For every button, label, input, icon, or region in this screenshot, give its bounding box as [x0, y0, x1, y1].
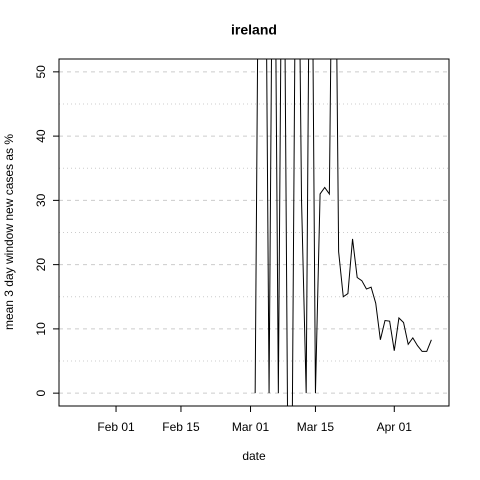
x-tick-label: Mar 15 — [297, 420, 335, 434]
y-axis-label: mean 3 day window new cases as % — [2, 134, 16, 330]
x-tick-label: Apr 01 — [377, 420, 413, 434]
plot-frame — [58, 58, 450, 407]
y-tick-label: 50 — [34, 65, 48, 79]
chart-title: ireland — [231, 22, 277, 38]
x-tick-label: Feb 15 — [162, 420, 200, 434]
x-axis-label: date — [242, 449, 266, 463]
y-tick-label: 30 — [34, 193, 48, 207]
data-line — [254, 59, 432, 406]
y-tick-label: 40 — [34, 129, 48, 143]
x-tick-label: Feb 01 — [97, 420, 135, 434]
y-tick-label: 10 — [34, 322, 48, 336]
plot-area — [254, 59, 432, 406]
y-tick-label: 20 — [34, 258, 48, 272]
y-tick-label: 0 — [34, 389, 48, 396]
x-tick-label: Mar 01 — [232, 420, 270, 434]
